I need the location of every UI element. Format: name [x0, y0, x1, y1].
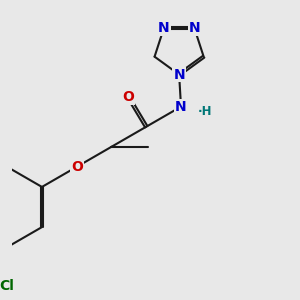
- Text: N: N: [175, 100, 187, 114]
- Text: O: O: [122, 90, 134, 104]
- Text: N: N: [173, 68, 185, 82]
- Text: Cl: Cl: [0, 279, 15, 293]
- Text: N: N: [158, 21, 170, 35]
- Text: N: N: [188, 21, 200, 35]
- Text: O: O: [71, 160, 83, 174]
- Text: ·H: ·H: [198, 105, 213, 118]
